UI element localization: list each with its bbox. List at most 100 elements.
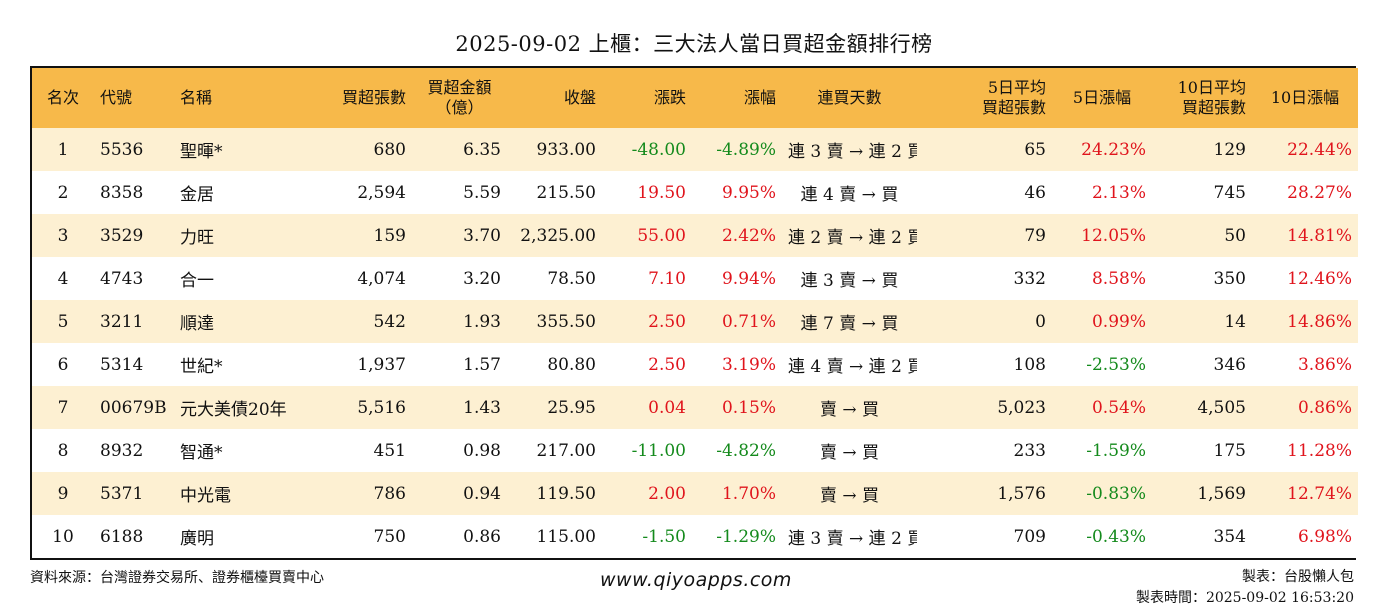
name-cell: 順達	[180, 314, 214, 334]
table-row: 9 5371 中光電 786 0.94 119.50 2.00 1.70% 賣 → 買 1,576…	[32, 472, 1358, 515]
pct10-cell: 6.98%	[1297, 526, 1352, 547]
avg5-cell: 108	[1013, 354, 1046, 375]
pct10-cell: 11.28%	[1287, 440, 1352, 461]
streak-cell: 連 7 賣 → 買	[800, 314, 899, 334]
avg10-cell: 14	[1224, 311, 1246, 332]
col-header-close: 收盤	[563, 88, 596, 107]
avg5-cell: 1,576	[997, 483, 1046, 504]
name-cell: 金居	[180, 185, 214, 205]
code-cell: 8358	[100, 182, 144, 203]
buy-shares-cell: 5,516	[357, 397, 406, 418]
col-header-name: 名稱	[180, 88, 213, 107]
avg5-cell: 46	[1024, 182, 1046, 203]
col-header-pct10: 10日漲幅	[1270, 88, 1340, 107]
change-cell: -48.00	[631, 139, 686, 160]
change-cell: -1.50	[642, 526, 686, 547]
avg5-cell: 709	[1013, 526, 1046, 547]
change-cell: 55.00	[637, 225, 686, 246]
name-cell: 廣明	[180, 529, 214, 549]
ranking-table-container: 名次 代號 名稱 買超張數 買超金額 （億） 收盤 漲跌 漲幅 連買天數 5日平均…	[30, 66, 1358, 560]
change-pct-cell: 0.71%	[721, 311, 776, 332]
buy-amount-cell: 0.94	[463, 483, 501, 504]
change-pct-cell: 9.95%	[721, 182, 776, 203]
col-header-streak: 連買天數	[817, 88, 882, 107]
buy-shares-cell: 750	[373, 526, 406, 547]
change-cell: 19.50	[637, 182, 686, 203]
avg10-cell: 1,569	[1197, 483, 1246, 504]
col-header-avg5: 5日平均 買超張數	[981, 78, 1046, 117]
change-pct-cell: 3.19%	[721, 354, 776, 375]
streak-cell: 連 4 賣 → 連 2 買	[788, 357, 917, 377]
data-source: 資料來源：台灣證券交易所、證券櫃檯買賣中心	[30, 570, 324, 586]
avg10-cell: 175	[1213, 440, 1246, 461]
streak-cell: 連 4 賣 → 買	[800, 185, 899, 205]
change-cell: -11.00	[631, 440, 686, 461]
change-pct-cell: -1.29%	[716, 526, 776, 547]
change-cell: 2.00	[648, 483, 686, 504]
website-link[interactable]: www.qiyoapps.com	[600, 569, 792, 591]
buy-shares-cell: 680	[373, 139, 406, 160]
close-cell: 933.00	[536, 139, 596, 160]
change-pct-cell: 1.70%	[721, 483, 776, 504]
pct5-cell: 0.54%	[1091, 397, 1146, 418]
col-header-change: 漲跌	[653, 88, 686, 107]
name-cell: 中光電	[180, 486, 231, 506]
buy-shares-cell: 786	[373, 483, 406, 504]
close-cell: 119.50	[536, 483, 596, 504]
streak-cell: 賣 → 買	[819, 400, 880, 420]
pct5-cell: -0.43%	[1086, 526, 1146, 547]
name-cell: 力旺	[180, 228, 214, 248]
table-row: 1 5536 聖暉* 680 6.35 933.00 -48.00 -4.89% 連 3 賣 →…	[32, 128, 1358, 171]
buy-shares-cell: 1,937	[357, 354, 406, 375]
maker-label: 製表：台股懶人包	[1242, 569, 1354, 585]
streak-cell: 連 3 賣 → 連 2 買	[788, 142, 917, 162]
pct10-cell: 3.86%	[1297, 354, 1352, 375]
avg10-cell: 129	[1213, 139, 1246, 160]
col-header-rank: 名次	[46, 88, 79, 107]
code-cell: 3529	[100, 225, 144, 246]
made-time-label: 製表時間：2025-09-02 16:53:20	[1135, 590, 1354, 606]
rank-cell: 1	[57, 139, 69, 160]
avg10-cell: 50	[1224, 225, 1246, 246]
table-row: 6 5314 世紀* 1,937 1.57 80.80 2.50 3.19% 連 4 賣 → 連…	[32, 343, 1358, 386]
col-header-code: 代號	[100, 88, 133, 107]
close-cell: 2,325.00	[520, 225, 596, 246]
table-row: 7 00679B 元大美債20年 5,516 1.43 25.95 0.04 0.15% 賣 →…	[32, 386, 1358, 429]
pct5-cell: 0.99%	[1091, 311, 1146, 332]
table-row: 5 3211 順達 542 1.93 355.50 2.50 0.71% 連 7 賣 → 買 0 0…	[32, 300, 1358, 343]
buy-amount-cell: 3.20	[463, 268, 501, 289]
buy-amount-cell: 6.35	[463, 139, 501, 160]
avg10-cell: 4,505	[1197, 397, 1246, 418]
rank-cell: 6	[57, 354, 69, 375]
avg5-cell: 233	[1013, 440, 1046, 461]
rank-cell: 4	[57, 268, 69, 289]
close-cell: 25.95	[547, 397, 596, 418]
buy-amount-cell: 0.86	[463, 526, 501, 547]
code-cell: 5536	[100, 139, 144, 160]
change-cell: 7.10	[648, 268, 686, 289]
rank-cell: 2	[57, 182, 69, 203]
table-row: 2 8358 金居 2,594 5.59 215.50 19.50 9.95% 連 4 賣 → …	[32, 171, 1358, 214]
buy-shares-cell: 4,074	[357, 268, 406, 289]
name-cell: 合一	[180, 271, 214, 291]
col-header-buy-shares: 買超張數	[341, 88, 406, 107]
rank-cell: 9	[57, 483, 69, 504]
streak-cell: 連 3 賣 → 連 2 買	[788, 529, 917, 549]
avg10-cell: 350	[1213, 268, 1246, 289]
name-cell: 聖暉*	[180, 142, 223, 162]
pct10-cell: 22.44%	[1287, 139, 1352, 160]
footer-credits: 製表：台股懶人包 製表時間：2025-09-02 16:53:20	[1136, 567, 1354, 609]
buy-amount-cell: 3.70	[463, 225, 501, 246]
code-cell: 5314	[100, 354, 144, 375]
table-body: 1 5536 聖暉* 680 6.35 933.00 -48.00 -4.89% 連 3 賣 →…	[32, 128, 1358, 558]
change-pct-cell: -4.82%	[716, 440, 776, 461]
rank-cell: 10	[52, 526, 74, 547]
change-pct-cell: 9.94%	[721, 268, 776, 289]
ranking-table: 名次 代號 名稱 買超張數 買超金額 （億） 收盤 漲跌 漲幅 連買天數 5日平均…	[32, 68, 1358, 558]
code-cell: 5371	[100, 483, 144, 504]
pct5-cell: 8.58%	[1091, 268, 1146, 289]
pct10-cell: 12.46%	[1287, 268, 1352, 289]
avg5-cell: 0	[1035, 311, 1046, 332]
avg5-cell: 65	[1024, 139, 1046, 160]
buy-shares-cell: 159	[373, 225, 406, 246]
